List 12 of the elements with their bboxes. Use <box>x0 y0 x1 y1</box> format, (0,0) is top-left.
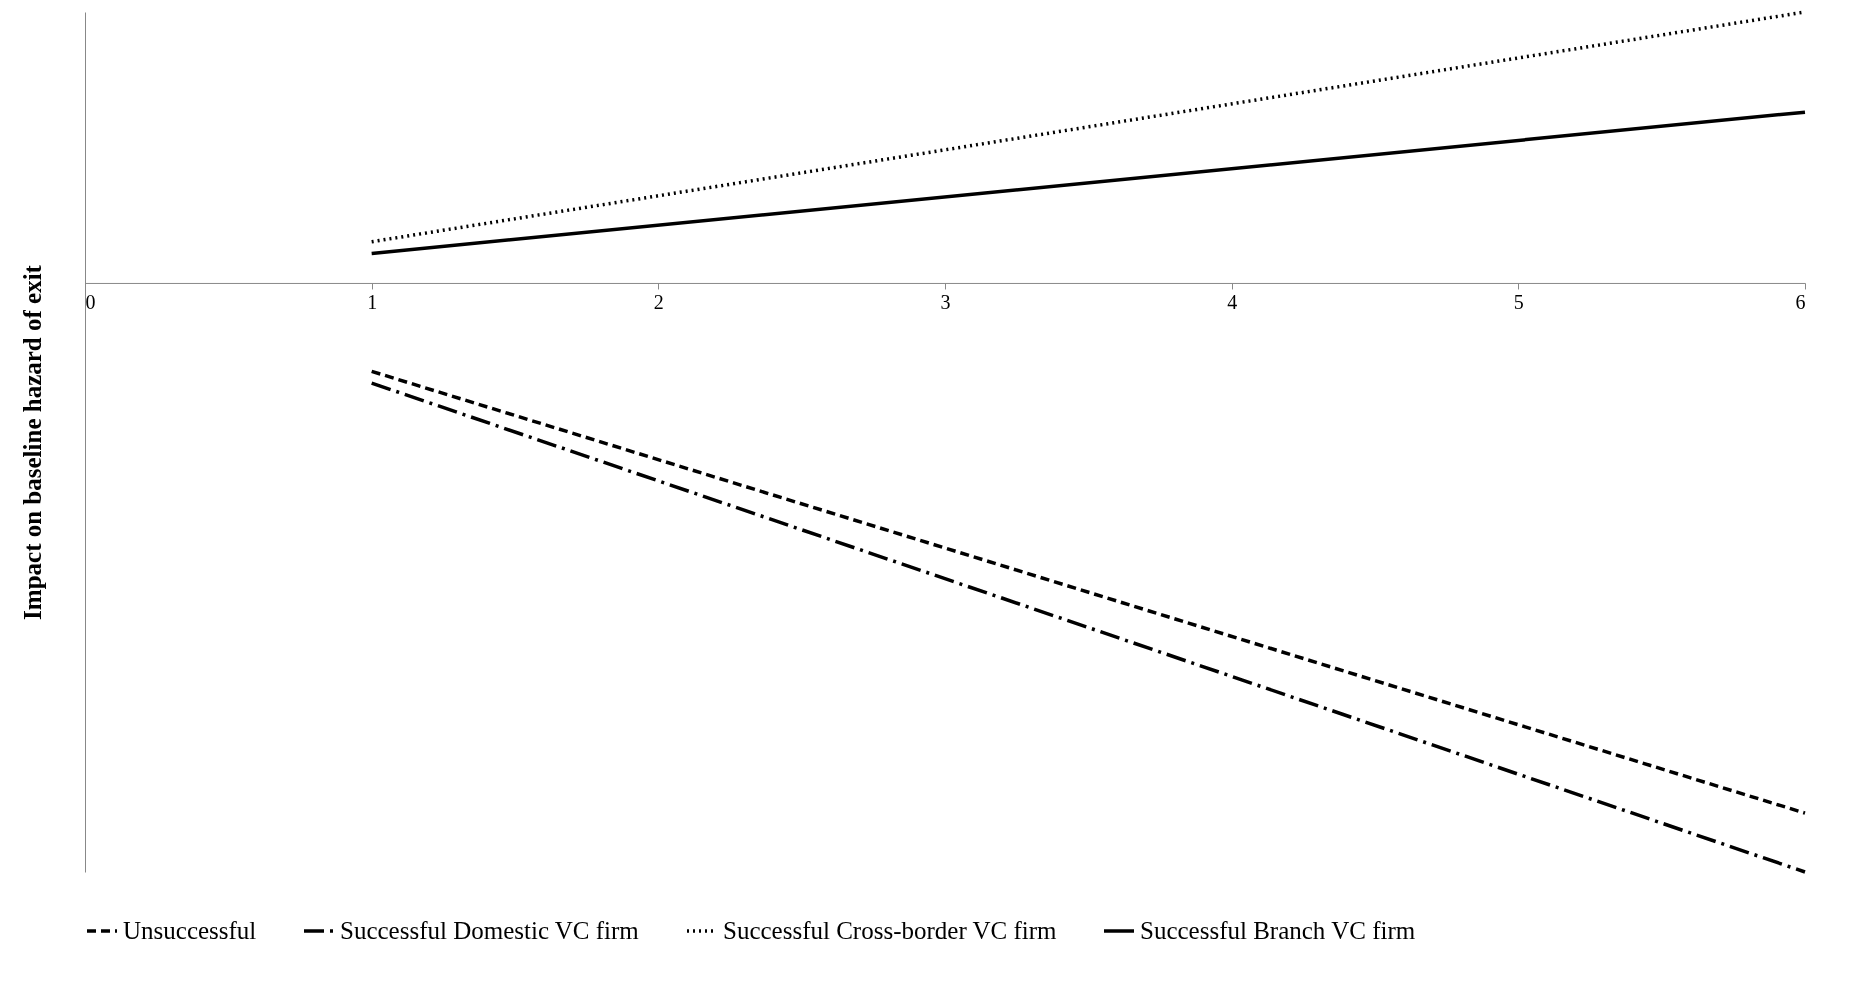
x-tick-label: 3 <box>940 291 951 314</box>
y-axis-title: Impact on baseline hazard of exit <box>18 264 46 620</box>
x-tick-label: 1 <box>367 291 378 314</box>
x-tick-label: 4 <box>1227 291 1238 314</box>
x-tick-label: 0 <box>85 291 96 314</box>
x-tick-label: 6 <box>1795 291 1806 314</box>
legend-label: Successful Domestic VC firm <box>340 917 640 944</box>
legend-label: Successful Cross-border VC firm <box>723 917 1058 944</box>
legend-label: Successful Branch VC firm <box>1140 917 1416 944</box>
legend-label: Unsuccessful <box>123 917 257 944</box>
x-tick-label: 5 <box>1513 291 1524 314</box>
x-tick-label: 2 <box>653 291 664 314</box>
